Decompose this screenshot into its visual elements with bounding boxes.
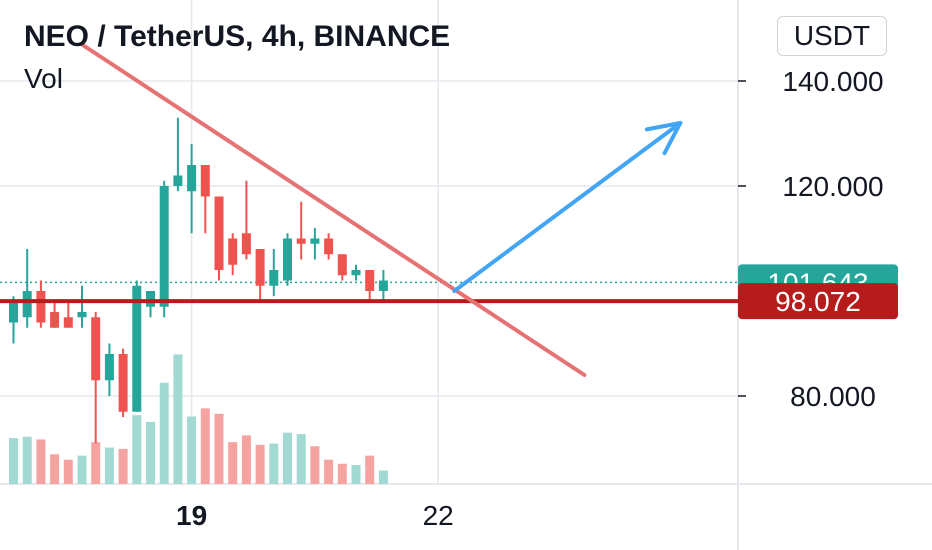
candle-body	[77, 312, 87, 318]
candle-body	[22, 291, 32, 318]
candle-body	[324, 238, 334, 255]
candle-body	[63, 317, 73, 328]
volume-bar	[337, 463, 347, 484]
candle-body	[378, 280, 388, 291]
time-tick-label: 19	[176, 500, 207, 531]
candle-body	[365, 270, 375, 291]
volume-bar	[187, 416, 197, 484]
candle-body	[337, 254, 347, 276]
volume-bar	[22, 436, 32, 484]
volume-bar	[310, 446, 320, 484]
volume-bar	[159, 382, 169, 484]
volume-bar	[296, 434, 306, 484]
volume-bar	[378, 470, 388, 484]
volume-bar	[255, 444, 265, 484]
volume-bar	[118, 448, 128, 484]
volume-bar	[214, 413, 224, 484]
volume-bar	[228, 442, 238, 484]
arrow-head	[662, 121, 683, 156]
candle-body	[187, 165, 197, 192]
descending-trendline	[79, 42, 587, 377]
candle-body	[104, 354, 114, 381]
candle-body	[255, 249, 265, 286]
candle-body	[159, 186, 169, 307]
candle-body	[173, 175, 183, 186]
candle-body	[132, 285, 142, 412]
currency-button[interactable]: USDT	[777, 16, 887, 56]
candle-body	[228, 238, 238, 265]
support-price-badge	[738, 283, 898, 320]
support-price-label: 98.072	[775, 286, 861, 317]
volume-bar	[132, 415, 142, 484]
candle-body	[351, 270, 361, 276]
candle-body	[214, 196, 224, 270]
volume-bar	[9, 438, 18, 484]
candle-body	[50, 312, 60, 328]
candle-body	[310, 238, 320, 244]
breakout-arrow	[452, 121, 683, 293]
volume-bar	[173, 354, 183, 484]
candle-body	[200, 165, 210, 197]
candle-body	[9, 301, 18, 323]
volume-bar	[324, 459, 334, 484]
volume-bar	[50, 454, 60, 484]
price-tick-label: 140.000	[782, 66, 883, 97]
volume-bar	[269, 443, 279, 484]
candle-body	[241, 233, 251, 255]
volume-bar	[351, 465, 361, 484]
volume-bar	[77, 455, 87, 484]
candle-body	[146, 291, 155, 307]
volume-bar	[283, 432, 292, 484]
candle-body	[283, 238, 292, 281]
volume-bar	[63, 459, 73, 484]
candle-body	[269, 270, 279, 286]
volume-bar	[146, 421, 155, 484]
volume-bar	[91, 442, 101, 484]
volume-bar	[241, 435, 251, 484]
volume-bar	[365, 455, 375, 484]
candle-body	[91, 317, 101, 381]
chart-title: NEO / TetherUS, 4h, BINANCE	[24, 20, 451, 53]
volume-bar	[36, 439, 46, 484]
price-tick-label: 120.000	[782, 171, 883, 202]
candle-body	[36, 291, 46, 323]
time-tick-label: 22	[423, 500, 454, 531]
arrow-head	[644, 121, 683, 132]
volume-label: Vol	[24, 63, 63, 94]
volume-bar	[200, 408, 210, 484]
volume-bar	[104, 447, 114, 484]
candle-body	[296, 238, 306, 244]
candle-body	[118, 354, 128, 412]
price-tick-label: 80.000	[790, 381, 876, 412]
